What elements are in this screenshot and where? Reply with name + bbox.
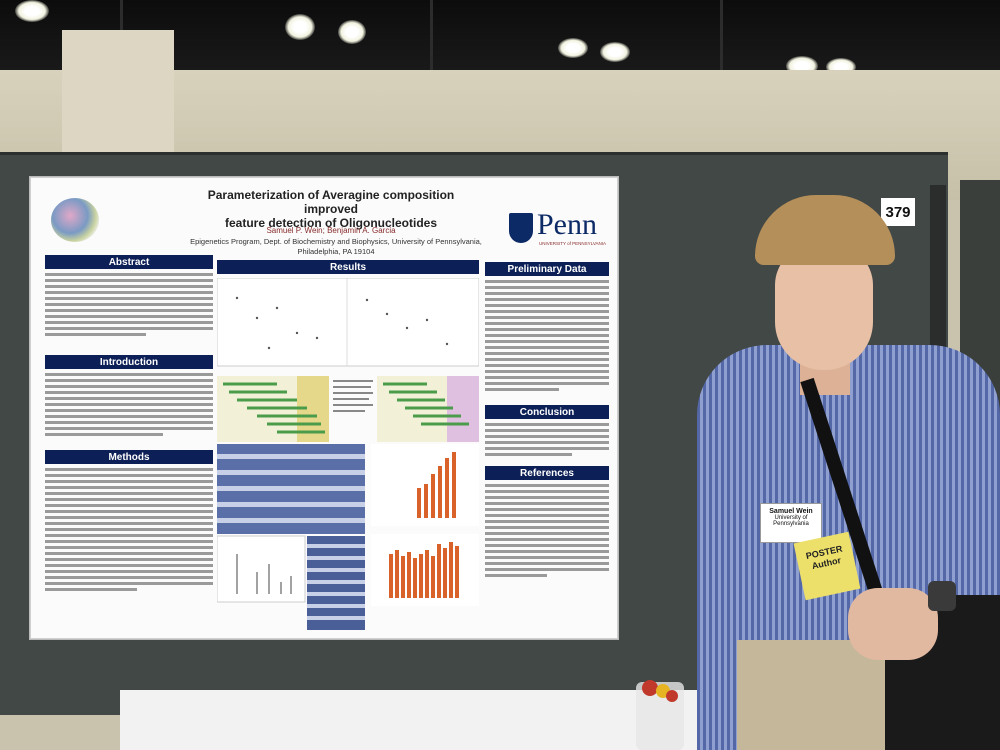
preliminary-text [485,280,609,402]
section-header-references: References [485,466,609,480]
introduction-text [45,373,213,449]
conclusion-text [485,423,609,463]
ceiling-light [338,20,366,44]
person-hand [848,588,938,660]
booth-number: 379 [881,198,915,226]
section-header-methods: Methods [45,450,213,464]
poster-affiliation: Epigenetics Program, Dept. of Biochemist… [181,237,491,257]
wrist-watch [928,581,956,611]
section-header-preliminary: Preliminary Data [485,262,609,276]
ceiling-beam [430,0,433,80]
strawberry [666,690,678,702]
penn-logo-text: Penn [537,208,597,241]
abstract-text [45,273,213,353]
poster-title-line1: Parameterization of Averagine compositio… [207,188,455,216]
name-badge: Samuel Wein University of Pennsylvania [760,503,822,543]
section-header-results: Results [217,260,479,274]
badge-name: Samuel Wein [769,508,813,515]
section-header-introduction: Introduction [45,355,213,369]
penn-logo-subtext: UNIVERSITY of PENNSYLVANIA [539,241,607,246]
badge-org: University of Pennsylvania [773,515,809,527]
affiliation-line2: Philadelphia, PA 19104 [297,247,375,256]
poster-author-ribbon: POSTER Author [793,531,861,601]
poster-title: Parameterization of Averagine compositio… [181,188,481,230]
ceiling-light [600,42,630,62]
results-figures-bottom [217,444,479,630]
ceiling-light [15,0,49,22]
research-poster: Parameterization of Averagine compositio… [30,177,618,639]
strawberry [642,680,658,696]
poster-authors: Samuel P. Wein; Benjamin A. Garcia [266,226,396,235]
methods-text [45,468,213,628]
section-header-conclusion: Conclusion [485,405,609,419]
ceiling-light [558,38,588,58]
ceiling-beam [720,0,723,80]
references-text [485,484,609,604]
poster-title-line2: feature detection of Oligonucleotides [224,216,438,230]
results-figures-top [217,278,479,442]
wall-column [62,30,174,160]
molecule-logo [51,198,99,242]
person-face [775,245,873,370]
section-header-abstract: Abstract [45,255,213,269]
affiliation-line1: Epigenetics Program, Dept. of Biochemist… [190,237,482,246]
ceiling-light [285,14,315,40]
penn-shield-logo [509,213,533,243]
